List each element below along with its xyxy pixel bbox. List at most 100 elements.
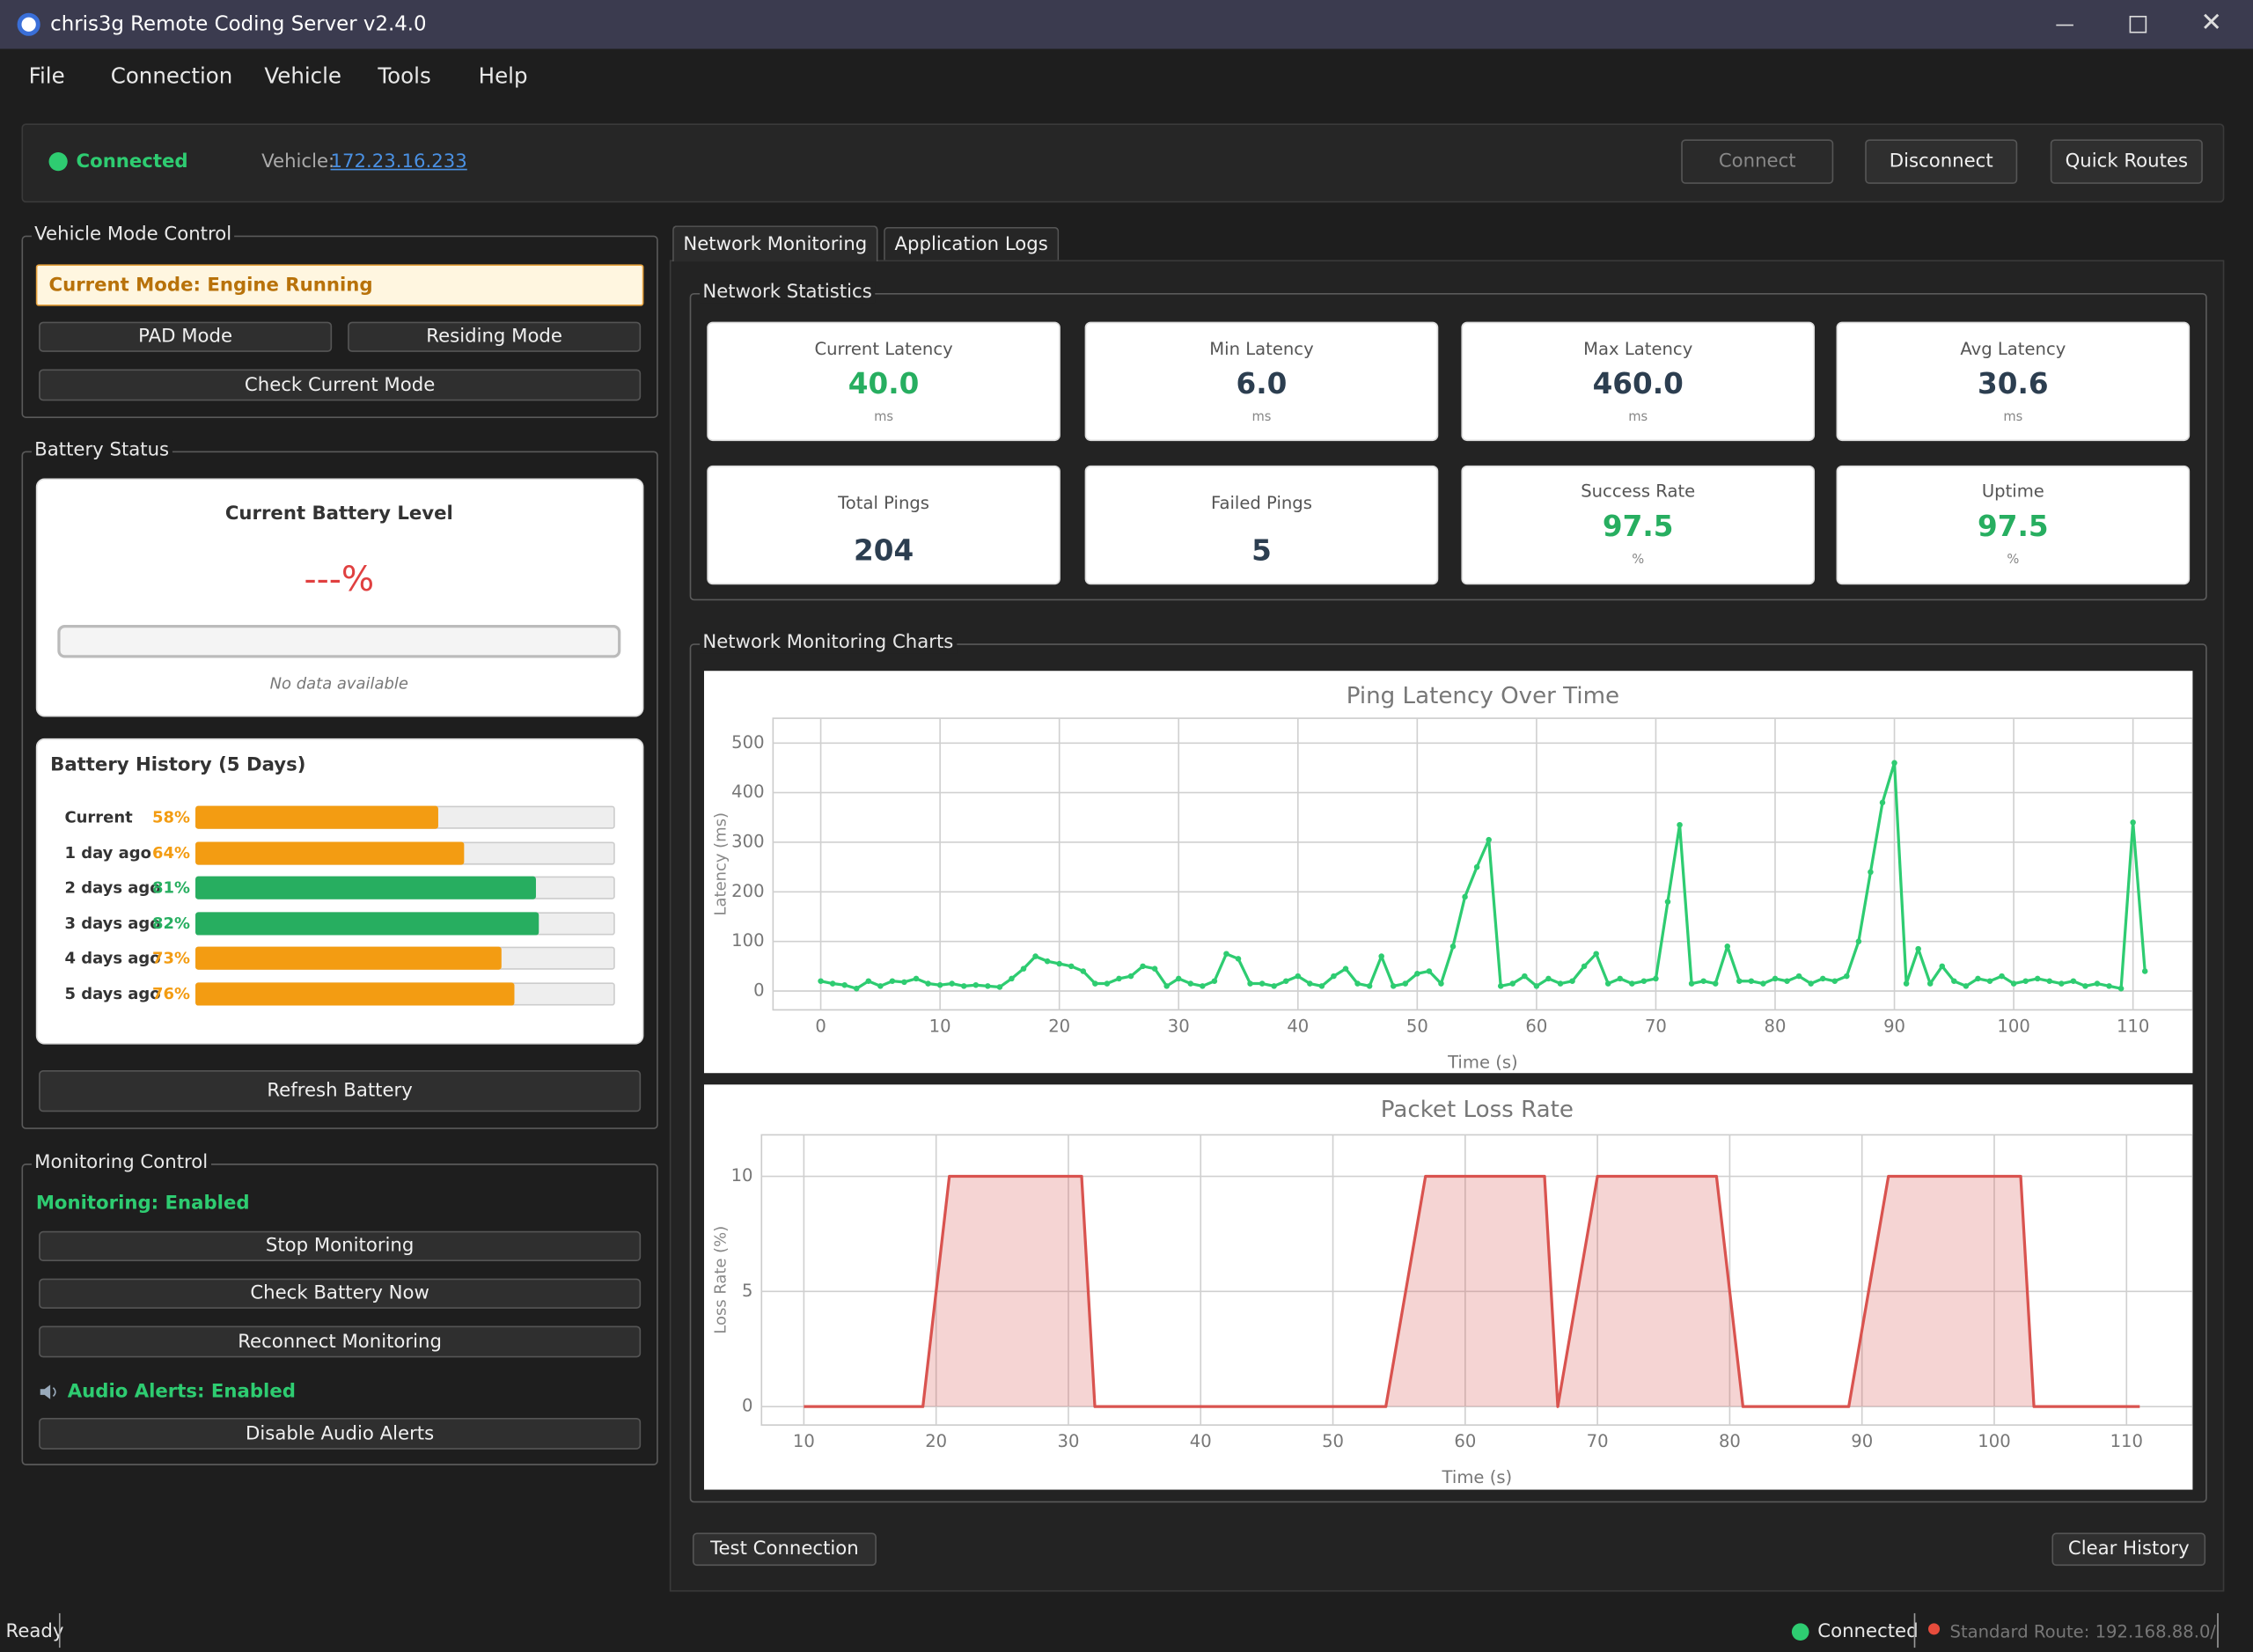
stat-card xyxy=(707,465,1060,585)
history-percent: 81% xyxy=(152,878,191,898)
data-point xyxy=(1533,983,1540,989)
data-point xyxy=(1497,983,1504,989)
refresh-battery-button[interactable]: Refresh Battery xyxy=(39,1069,642,1112)
stat-unit: ms xyxy=(1251,410,1272,426)
menu-item[interactable]: Help xyxy=(478,62,528,90)
stop-monitoring-button[interactable]: Stop Monitoring xyxy=(39,1230,642,1262)
disconnect-button[interactable]: Disconnect xyxy=(1865,139,2018,184)
connection-status: Connected xyxy=(76,151,188,173)
vehicle-ip-link[interactable]: 172.23.16.233 xyxy=(330,151,467,173)
group-title: Network Statistics xyxy=(700,281,876,304)
y-tick-label: 100 xyxy=(731,930,764,951)
data-point xyxy=(1486,836,1492,843)
stat-value: 97.5 xyxy=(1978,508,2049,543)
data-point xyxy=(1402,980,1409,987)
disable-audio-button[interactable]: Disable Audio Alerts xyxy=(39,1417,642,1450)
check-mode-button[interactable]: Check Current Mode xyxy=(39,369,642,401)
data-point xyxy=(1378,953,1384,959)
stat-label: Max Latency xyxy=(1583,339,1693,360)
x-tick-label: 0 xyxy=(815,1017,826,1037)
data-point xyxy=(1116,975,1122,982)
history-percent: 64% xyxy=(152,843,191,863)
data-point xyxy=(949,980,955,987)
data-point xyxy=(1140,963,1146,970)
data-point xyxy=(2130,819,2136,826)
y-axis-label: Latency (ms) xyxy=(712,812,730,915)
history-label: 5 days ago xyxy=(64,984,161,1004)
tab-active[interactable]: Network Monitoring xyxy=(672,225,878,262)
x-tick-label: 90 xyxy=(1851,1431,1873,1451)
data-point xyxy=(1604,980,1611,987)
data-point xyxy=(1831,978,1838,984)
data-point xyxy=(1677,821,1683,828)
x-tick-label: 70 xyxy=(1645,1017,1667,1037)
vehicle-label: Vehicle: xyxy=(261,151,335,173)
stat-unit: ms xyxy=(1628,410,1648,426)
tab[interactable]: Application Logs xyxy=(884,226,1060,261)
menu-item[interactable]: Connection xyxy=(110,62,233,90)
battery-group: Battery Status xyxy=(21,439,658,1129)
data-point xyxy=(925,980,931,987)
data-point xyxy=(1736,978,1743,984)
data-point xyxy=(1879,799,1886,806)
check-battery-button[interactable]: Check Battery Now xyxy=(39,1278,642,1309)
chart-title: Ping Latency Over Time xyxy=(1347,683,1619,709)
data-point xyxy=(1629,980,1635,987)
separator xyxy=(2217,1612,2219,1648)
minimize-button[interactable] xyxy=(2056,24,2073,26)
data-point xyxy=(1999,973,2005,980)
stat-card xyxy=(1084,321,1439,442)
connect-button[interactable]: Connect xyxy=(1681,139,1834,184)
data-point xyxy=(1581,963,1588,970)
y-tick-label: 500 xyxy=(731,732,764,753)
data-point xyxy=(1438,980,1444,987)
data-point xyxy=(1092,980,1098,987)
stat-value: 6.0 xyxy=(1236,366,1288,401)
data-point xyxy=(913,975,920,982)
close-button[interactable]: ✕ xyxy=(2200,7,2222,39)
separator xyxy=(1913,1612,1916,1648)
quick-routes-button[interactable]: Quick Routes xyxy=(2050,139,2203,184)
data-point xyxy=(1700,978,1706,984)
maximize-button[interactable] xyxy=(2129,15,2147,33)
x-tick-label: 90 xyxy=(1883,1017,1905,1037)
data-point xyxy=(1187,980,1194,987)
menu-item[interactable]: Vehicle xyxy=(264,62,342,90)
plot-area xyxy=(760,1134,2193,1426)
current-mode: Current Mode: Engine Running xyxy=(48,275,373,297)
x-tick-label: 30 xyxy=(1168,1017,1190,1037)
data-point xyxy=(1640,978,1648,984)
data-point xyxy=(985,983,991,989)
test-connection-button[interactable]: Test Connection xyxy=(692,1532,877,1567)
data-point xyxy=(901,979,907,986)
menu-item[interactable]: File xyxy=(28,62,65,90)
stat-value: 204 xyxy=(853,532,914,568)
data-point xyxy=(1903,980,1910,987)
data-point xyxy=(1331,973,1337,980)
pad-mode-button[interactable]: PAD Mode xyxy=(39,321,333,352)
data-point xyxy=(1354,980,1361,987)
battery-level-card xyxy=(35,478,644,717)
vehicle-mode-group: Vehicle Mode Control xyxy=(21,224,658,418)
data-point xyxy=(1414,971,1420,977)
data-point xyxy=(1522,973,1528,980)
clear-history-button[interactable]: Clear History xyxy=(2051,1532,2206,1567)
menu-item[interactable]: Tools xyxy=(378,62,431,90)
stat-value: 460.0 xyxy=(1592,366,1684,401)
y-tick-label: 0 xyxy=(753,980,764,1001)
reconnect-button[interactable]: Reconnect Monitoring xyxy=(39,1325,642,1358)
data-point xyxy=(1223,951,1229,958)
data-point xyxy=(1975,975,1981,982)
group-title: Vehicle Mode Control xyxy=(31,224,235,246)
data-point xyxy=(1020,966,1027,972)
data-point xyxy=(1211,978,1218,984)
data-point xyxy=(1009,975,1015,982)
stat-unit: ms xyxy=(2003,410,2023,426)
history-label: Current xyxy=(64,808,133,827)
history-label: 2 days ago xyxy=(64,878,161,898)
x-tick-label: 50 xyxy=(1406,1017,1428,1037)
residing-mode-button[interactable]: Residing Mode xyxy=(348,321,642,352)
battery-note: No data available xyxy=(269,674,408,694)
stat-card xyxy=(1836,465,2191,585)
group-title: Monitoring Control xyxy=(31,1152,211,1174)
